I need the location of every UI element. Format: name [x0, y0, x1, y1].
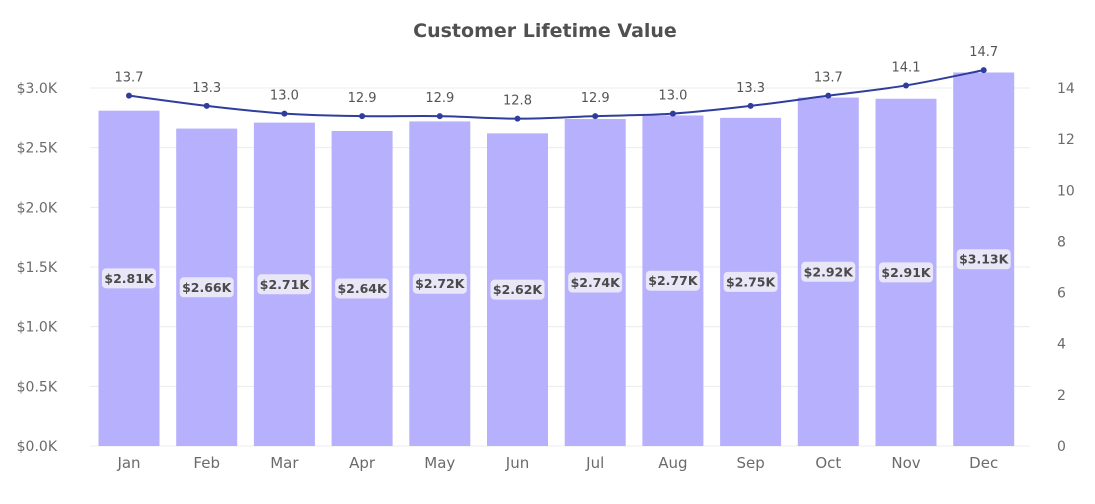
line-point — [281, 110, 288, 117]
line-point — [903, 82, 909, 89]
line-point — [980, 67, 987, 74]
bar-data-label: $3.13K — [959, 252, 1010, 267]
bar-data-label: $2.74K — [571, 275, 622, 290]
line-point — [203, 102, 210, 109]
bar-data-label: $2.62K — [493, 282, 544, 297]
line-point — [436, 113, 443, 120]
x-tick-label: Oct — [815, 454, 841, 472]
bar-label-background — [335, 278, 390, 299]
x-tick-label: Feb — [193, 454, 220, 472]
line-point — [359, 113, 366, 120]
bar-label-background — [568, 272, 623, 293]
y-right-tick-label: 12 — [1057, 132, 1075, 148]
bar-data-label: $2.72K — [415, 276, 466, 291]
line-data-label: 13.3 — [736, 81, 765, 96]
bar-data-label: $2.64K — [337, 281, 388, 296]
bar-label-background — [412, 273, 467, 294]
bar-label-background — [102, 268, 156, 289]
x-tick-label: Jun — [505, 454, 529, 472]
x-tick-label: Sep — [736, 454, 764, 472]
x-tick-label: Dec — [969, 454, 998, 472]
line-point — [747, 102, 754, 109]
y-right-tick-label: 8 — [1057, 234, 1066, 250]
bar-label-background — [257, 274, 312, 295]
line-data-label: 13.7 — [115, 71, 144, 86]
line-point — [592, 113, 599, 120]
x-tick-label: Mar — [270, 454, 299, 472]
bar-data-label: $2.92K — [804, 264, 855, 279]
line-data-label: 14.7 — [969, 45, 998, 60]
bar-label-background — [723, 271, 778, 292]
line-path — [128, 69, 984, 120]
y-right-tick-label: 10 — [1057, 183, 1075, 199]
chart-title: Customer Lifetime Value — [413, 20, 677, 42]
line-point — [669, 110, 676, 117]
line-point — [514, 115, 521, 122]
line-data-label: 13.0 — [658, 89, 687, 104]
x-tick-label: Jul — [585, 454, 604, 472]
bar-label-background — [956, 249, 1011, 270]
line-data-label: 14.1 — [892, 60, 921, 75]
x-tick-label: Apr — [349, 454, 376, 472]
line-data-label: 12.9 — [425, 91, 454, 106]
bar-data-label: $2.91K — [881, 265, 932, 280]
line-point — [126, 92, 132, 99]
bar-label-background — [879, 262, 933, 283]
y-left-tick-label: $3.0K — [17, 81, 58, 97]
y-left-tick-label: $2.5K — [17, 141, 58, 157]
data-labels: $2.81K $2.66K $2.71K $2.64K $2.72K $2.62K $2.7… — [102, 45, 1011, 300]
x-tick-label: May — [424, 454, 455, 472]
x-tick-label: Nov — [891, 454, 920, 472]
bar-label-background — [179, 277, 234, 298]
line-data-label: 12.9 — [581, 91, 610, 106]
line-data-label: 13.3 — [192, 81, 221, 96]
bar-label-background — [645, 270, 700, 291]
bar-data-label: $2.81K — [104, 271, 155, 286]
line-data-label: 13.0 — [270, 89, 299, 104]
y-left-tick-label: $2.0K — [17, 200, 58, 216]
y-left-tick-label: $1.5K — [17, 260, 58, 276]
axes: $0.0K $0.5K $1.0K $1.5K $2.0K $2.5K $3.0K 0 2 4 6 8… — [17, 81, 1075, 472]
line-point — [825, 92, 832, 99]
line-data-label: 13.7 — [814, 71, 843, 86]
x-tick-label: Aug — [658, 454, 687, 472]
y-right-tick-label: 0 — [1057, 439, 1066, 455]
bar-data-label: $2.75K — [726, 274, 777, 289]
bar-label-background — [801, 261, 856, 282]
line-data-label: 12.9 — [348, 91, 377, 106]
bar-data-label: $2.77K — [648, 273, 699, 288]
y-right-tick-label: 2 — [1057, 388, 1066, 404]
line-series — [126, 67, 987, 122]
gridlines — [90, 87, 1030, 447]
bar-label-background — [490, 279, 545, 300]
line-data-label: 12.8 — [503, 94, 532, 109]
bar-data-label: $2.66K — [182, 280, 233, 295]
bar-data-label: $2.71K — [260, 277, 311, 292]
x-tick-label: Jan — [116, 454, 140, 472]
y-left-tick-label: $0.0K — [17, 439, 58, 455]
y-right-tick-label: 6 — [1057, 286, 1066, 302]
bar-series — [98, 72, 1015, 447]
y-right-tick-label: 14 — [1057, 81, 1075, 97]
y-left-tick-label: $0.5K — [17, 379, 58, 395]
y-left-tick-label: $1.0K — [17, 320, 58, 336]
y-right-tick-label: 4 — [1057, 337, 1066, 353]
